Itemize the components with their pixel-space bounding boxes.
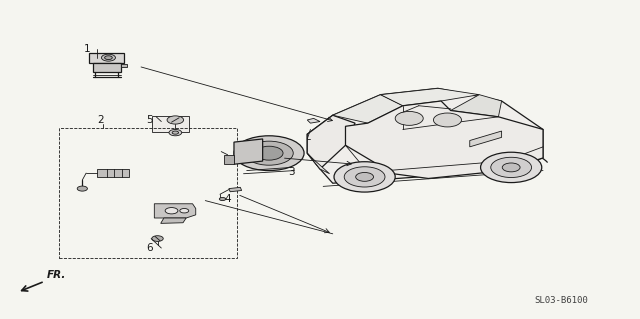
Text: SL03-B6100: SL03-B6100	[534, 296, 588, 305]
Circle shape	[395, 111, 423, 125]
Bar	[152, 115, 189, 132]
Circle shape	[491, 157, 532, 178]
Circle shape	[220, 197, 226, 201]
Circle shape	[104, 56, 112, 60]
Circle shape	[234, 136, 304, 171]
Circle shape	[101, 54, 115, 61]
Circle shape	[152, 236, 163, 241]
Polygon shape	[307, 115, 355, 169]
Polygon shape	[154, 204, 196, 218]
Polygon shape	[333, 95, 403, 123]
Text: 2: 2	[97, 115, 104, 125]
Circle shape	[356, 173, 374, 181]
Circle shape	[481, 152, 541, 182]
Text: 1: 1	[84, 44, 91, 54]
Circle shape	[169, 130, 182, 136]
Circle shape	[255, 146, 283, 160]
Polygon shape	[470, 131, 502, 147]
Polygon shape	[307, 153, 330, 174]
Polygon shape	[89, 53, 124, 63]
Circle shape	[180, 209, 189, 213]
Circle shape	[344, 167, 385, 187]
Polygon shape	[307, 118, 320, 123]
Text: FR.: FR.	[47, 270, 67, 280]
Polygon shape	[120, 64, 127, 67]
Text: 3: 3	[288, 167, 294, 177]
Circle shape	[172, 131, 179, 134]
Text: 4: 4	[224, 194, 231, 204]
Polygon shape	[97, 169, 129, 177]
Text: 5: 5	[147, 115, 153, 125]
Circle shape	[167, 116, 184, 124]
Circle shape	[502, 163, 520, 172]
Circle shape	[77, 186, 88, 191]
Text: 6: 6	[147, 243, 153, 253]
Polygon shape	[307, 88, 543, 183]
Polygon shape	[93, 63, 120, 71]
Polygon shape	[225, 155, 234, 164]
Polygon shape	[346, 101, 543, 178]
Polygon shape	[234, 139, 262, 164]
Circle shape	[165, 208, 178, 214]
Polygon shape	[451, 95, 502, 117]
Polygon shape	[161, 218, 186, 223]
Circle shape	[245, 141, 293, 165]
Circle shape	[433, 113, 461, 127]
Bar	[59, 128, 237, 257]
Circle shape	[334, 162, 395, 192]
Polygon shape	[381, 88, 479, 106]
Polygon shape	[229, 187, 242, 192]
